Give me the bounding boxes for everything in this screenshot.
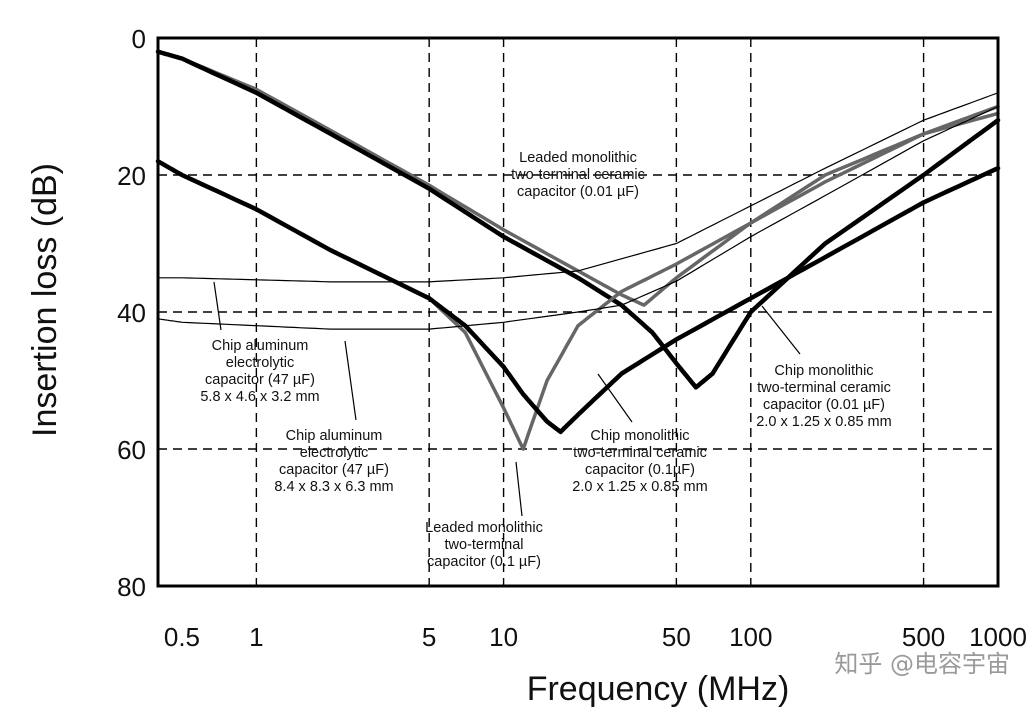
watermark-text: 知乎 @电容宇宙 <box>834 650 1010 678</box>
leader-line-3 <box>515 461 523 517</box>
annotation-line: capacitor (47 µF) <box>279 462 389 478</box>
x-tick-label: 1 <box>249 622 263 652</box>
series-line-2 <box>155 49 1001 390</box>
annotation-leaded-001: Leaded monolithic two-terminal ceramic cap… <box>511 150 645 200</box>
leader-line-2 <box>344 340 357 421</box>
annotation-line: Chip aluminum <box>212 338 309 354</box>
annotation-line: two-terminal <box>445 537 524 553</box>
annotation-line: Chip aluminum <box>286 428 383 444</box>
annotation-line: 5.8 x 4.6 x 3.2 mm <box>200 389 319 405</box>
annotation-line: Leaded monolithic <box>425 520 543 536</box>
x-tick-label: 1000 <box>969 622 1027 652</box>
annotation-chip-001: Chip monolithic two-terminal ceramic capac… <box>756 363 891 430</box>
annotation-chip-alu-large: Chip aluminum electrolytic capacitor (47 µ… <box>274 428 393 495</box>
series-line-5 <box>157 92 999 283</box>
y-tick-label: 80 <box>117 572 146 602</box>
y-tick-label: 20 <box>117 161 146 191</box>
annotation-leaded-01: Leaded monolithic two-terminal capacitor (… <box>425 520 543 570</box>
x-tick-label: 10 <box>489 622 518 652</box>
plot-frame <box>156 36 1000 588</box>
series-line-6 <box>157 105 999 330</box>
annotation-line: capacitor (47 µF) <box>205 372 315 388</box>
data-series <box>155 49 1001 451</box>
annotation-chip-01: Chip monolithic two-terminal ceramic capac… <box>572 428 707 495</box>
annotation-line: two-terminal ceramic <box>573 445 707 461</box>
annotation-line: Chip monolithic <box>590 428 689 444</box>
y-tick-label: 0 <box>132 24 146 54</box>
annotation-line: 8.4 x 8.3 x 6.3 mm <box>274 479 393 495</box>
annotation-line: Leaded monolithic <box>519 150 637 166</box>
annotation-line: two-terminal ceramic <box>757 380 891 396</box>
annotation-chip-alu-small: Chip aluminum electrolytic capacitor (47 µ… <box>200 338 319 405</box>
y-tick-label: 40 <box>117 298 146 328</box>
y-axis-title: Insertion loss (dB) <box>26 163 64 437</box>
series-line-4 <box>155 159 1001 435</box>
annotations: Leaded monolithic two-terminal ceramic cap… <box>200 150 891 570</box>
annotation-line: capacitor (0.1µF) <box>585 462 695 478</box>
annotation-line: 2.0 x 1.25 x 0.85 mm <box>756 414 891 430</box>
x-tick-label: 0.5 <box>164 622 200 652</box>
annotation-leaders <box>213 281 801 517</box>
annotation-line: Chip monolithic <box>774 363 873 379</box>
x-axis-title: Frequency (MHz) <box>527 670 790 708</box>
annotation-line: electrolytic <box>300 445 369 461</box>
leader-line-4 <box>597 373 633 423</box>
annotation-line: capacitor (0.1 µF) <box>427 554 541 570</box>
leader-line-1 <box>213 281 222 331</box>
annotation-line: capacitor (0.01 µF) <box>763 397 885 413</box>
tick-labels: 0.5 1 5 10 50 100 500 1000 0 20 40 60 80 <box>117 24 1027 652</box>
annotation-line: 2.0 x 1.25 x 0.85 mm <box>572 479 707 495</box>
annotation-line: two-terminal ceramic <box>511 167 645 183</box>
x-tick-label: 50 <box>662 622 691 652</box>
series-line-1 <box>156 49 1000 307</box>
x-tick-label: 500 <box>902 622 945 652</box>
y-tick-label: 60 <box>117 435 146 465</box>
leader-line-5 <box>761 305 801 355</box>
x-tick-label: 5 <box>422 622 436 652</box>
annotation-line: electrolytic <box>226 355 295 371</box>
x-tick-label: 100 <box>729 622 772 652</box>
annotation-line: capacitor (0.01 µF) <box>517 184 639 200</box>
